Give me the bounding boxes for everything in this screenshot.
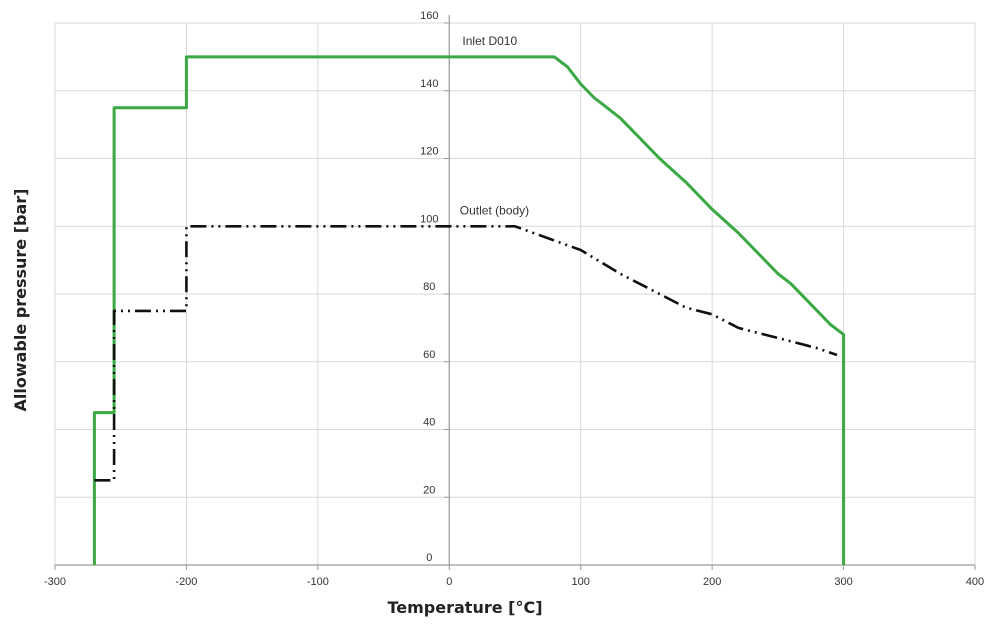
axes [54, 15, 976, 570]
series-line-inlet [92, 55, 846, 565]
y-tick-label: 140 [420, 78, 438, 90]
x-tick-label: -200 [175, 576, 197, 588]
x-tick-label: 300 [834, 576, 852, 588]
x-axis-title: Temperature [°C] [387, 598, 542, 617]
y-tick-label: 80 [423, 281, 435, 293]
x-tick-label: -100 [307, 576, 329, 588]
x-tick-label: 100 [572, 576, 590, 588]
x-tick-label: -300 [44, 576, 66, 588]
y-tick-label: 20 [423, 484, 435, 496]
x-tick-label: 400 [966, 576, 984, 588]
grid [54, 22, 976, 566]
series-label-inlet: Inlet D010 [462, 34, 517, 48]
series-label-outlet: Outlet (body) [460, 203, 529, 217]
x-tick-label: 0 [446, 576, 452, 588]
y-axis-title: Allowable pressure [bar] [11, 189, 30, 412]
y-tick-label: 120 [420, 146, 438, 158]
y-tick-label: 100 [420, 213, 438, 225]
tick-labels: -300 -200 -100 0 100 200 300 400 0 20 40 60 80 100 120… [44, 10, 984, 588]
y-tick-label: 40 [423, 417, 435, 429]
y-tick-label: 0 [426, 552, 432, 564]
x-tick-label: 200 [703, 576, 721, 588]
series-layer [92, 55, 846, 565]
series-line-outlet [94, 225, 838, 482]
y-tick-label: 60 [423, 349, 435, 361]
y-tick-label: 160 [420, 10, 438, 22]
